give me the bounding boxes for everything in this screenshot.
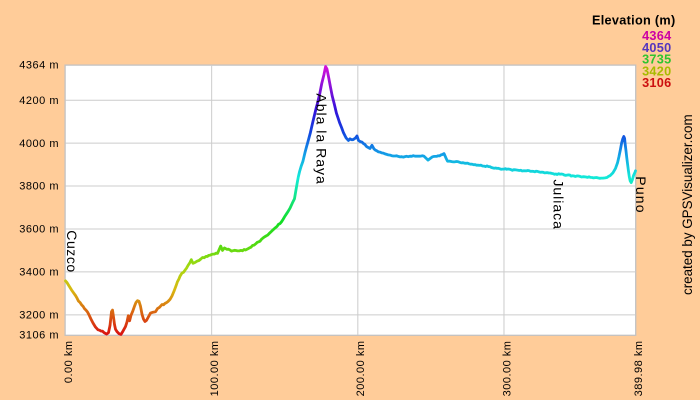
svg-text:100.00 km: 100.00 km <box>209 341 221 397</box>
svg-text:Puno: Puno <box>633 176 649 214</box>
svg-text:Elevation (m): Elevation (m) <box>592 14 676 28</box>
svg-text:3200 m: 3200 m <box>19 310 59 322</box>
svg-text:3600 m: 3600 m <box>19 224 59 236</box>
svg-text:created by GPSVisualizer.com: created by GPSVisualizer.com <box>680 114 695 295</box>
svg-text:300.00 km: 300.00 km <box>501 341 513 397</box>
svg-text:3735: 3735 <box>642 53 671 67</box>
svg-text:3106 m: 3106 m <box>19 330 59 342</box>
svg-text:200.00 km: 200.00 km <box>355 341 367 397</box>
svg-text:4364: 4364 <box>642 29 671 43</box>
svg-text:Abla la Raya: Abla la Raya <box>313 93 329 184</box>
svg-text:3106: 3106 <box>642 76 671 90</box>
svg-text:4050: 4050 <box>642 41 671 55</box>
svg-text:4200 m: 4200 m <box>19 95 59 107</box>
svg-text:Cuzco: Cuzco <box>64 230 80 272</box>
svg-text:Juliaca: Juliaca <box>550 179 566 230</box>
svg-text:389.98 km: 389.98 km <box>633 341 645 397</box>
svg-text:3800 m: 3800 m <box>19 181 59 193</box>
svg-text:0.00 km: 0.00 km <box>63 341 75 384</box>
svg-text:4000 m: 4000 m <box>19 138 59 150</box>
svg-text:4364 m: 4364 m <box>19 60 59 72</box>
svg-text:3420: 3420 <box>642 64 671 78</box>
svg-text:3400 m: 3400 m <box>19 267 59 279</box>
